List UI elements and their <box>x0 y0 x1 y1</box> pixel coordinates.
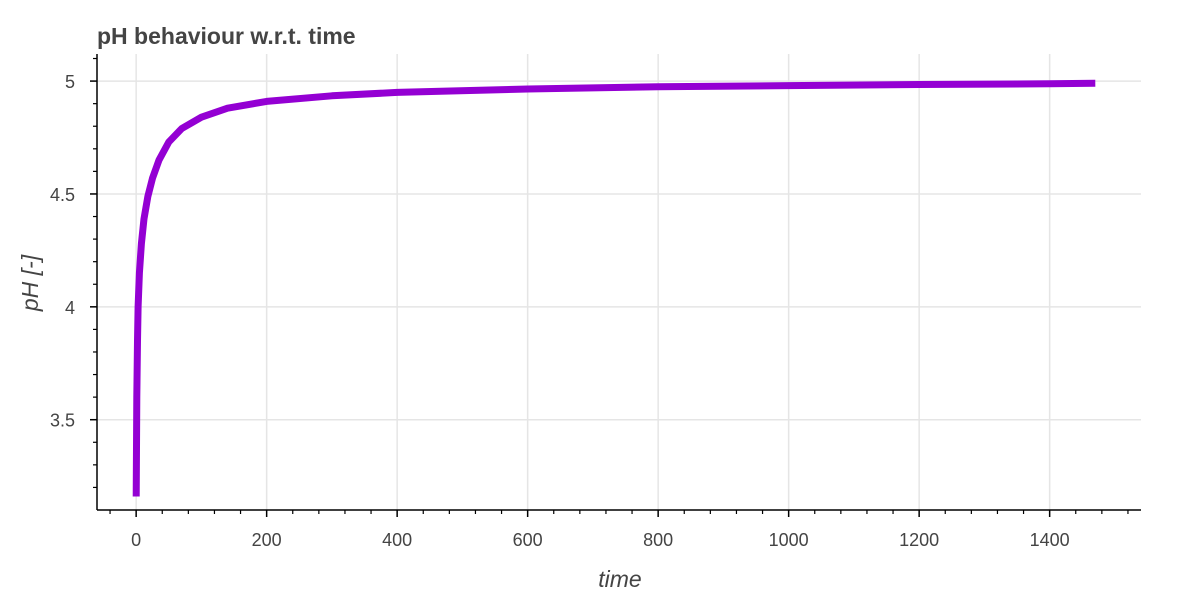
y-tick-label: 4 <box>65 298 75 318</box>
x-tick-label: 600 <box>513 530 543 550</box>
y-tick-label: 3.5 <box>50 411 75 431</box>
x-tick-label: 200 <box>252 530 282 550</box>
x-tick-label: 400 <box>382 530 412 550</box>
x-tick-label: 0 <box>131 530 141 550</box>
y-axis-label: pH [-] <box>17 254 43 312</box>
axes-layer: 0 200 400 600 800 1000 1200 1400 3.5 4 4.5 5 <box>50 54 1141 550</box>
x-axis-label: time <box>598 566 641 592</box>
y-tick-label: 5 <box>65 72 75 92</box>
x-tick-label: 1000 <box>769 530 809 550</box>
chart-title: pH behaviour w.r.t. time <box>97 23 356 49</box>
ph-series-line <box>132 79 1096 497</box>
x-tick-label: 800 <box>643 530 673 550</box>
series-layer <box>132 79 1096 497</box>
x-tick-label: 1200 <box>899 530 939 550</box>
y-tick-label: 4.5 <box>50 185 75 205</box>
grid-layer <box>97 54 1141 510</box>
x-tick-label: 1400 <box>1030 530 1070 550</box>
